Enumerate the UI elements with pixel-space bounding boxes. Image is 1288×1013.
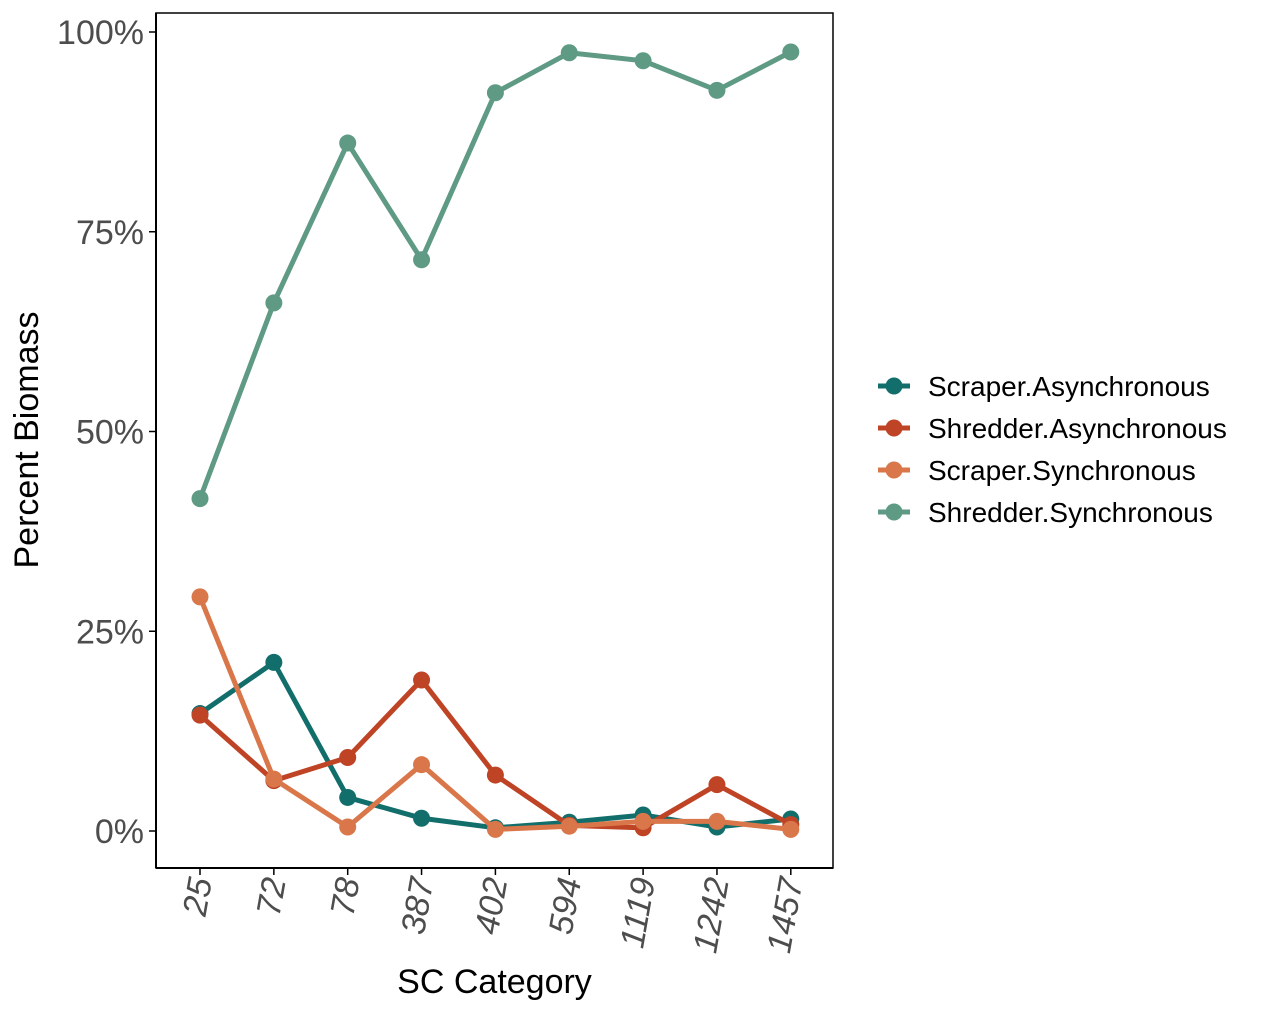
data-point xyxy=(634,52,652,70)
data-point xyxy=(191,490,209,508)
legend-item: Shredder.Asynchronous xyxy=(878,413,1227,444)
data-point xyxy=(560,817,578,835)
legend-key-point xyxy=(885,419,903,437)
legend-item: Scraper.Asynchronous xyxy=(878,371,1210,402)
data-point xyxy=(339,818,357,836)
data-point xyxy=(634,812,652,830)
data-point xyxy=(339,788,357,806)
y-tick-label: 0% xyxy=(95,813,144,851)
x-tick-label: 1119 xyxy=(613,875,663,951)
x-axis-title: SC Category xyxy=(397,963,592,1001)
data-point xyxy=(708,812,726,830)
legend-key-point xyxy=(885,377,903,395)
data-point xyxy=(413,251,431,269)
y-axis-title: Percent Biomass xyxy=(8,312,46,569)
x-tick-label: 1457 xyxy=(760,874,811,956)
data-point xyxy=(782,820,800,838)
x-tick-label: 78 xyxy=(324,875,368,919)
x-tick-label: 25 xyxy=(176,875,220,920)
data-point xyxy=(339,134,357,152)
data-point xyxy=(265,294,283,312)
data-point xyxy=(191,706,209,724)
data-point xyxy=(486,820,504,838)
y-tick-label: 75% xyxy=(76,214,144,252)
y-tick-label: 50% xyxy=(76,414,144,452)
legend-key-point xyxy=(885,503,903,521)
data-point xyxy=(708,81,726,99)
data-point xyxy=(486,766,504,784)
y-tick-label: 25% xyxy=(76,613,144,651)
plot-panel xyxy=(155,12,834,869)
legend-label: Shredder.Synchronous xyxy=(928,497,1213,528)
series-shredder-synchronous xyxy=(191,43,800,508)
data-point xyxy=(413,809,431,827)
legend-item: Shredder.Synchronous xyxy=(878,497,1213,528)
legend-label: Shredder.Asynchronous xyxy=(928,413,1227,444)
data-point xyxy=(413,671,431,689)
series-layer xyxy=(191,43,800,838)
data-point xyxy=(191,588,209,606)
x-tick-label: 387 xyxy=(394,874,441,938)
data-point xyxy=(265,653,283,671)
y-tick-label: 100% xyxy=(57,14,144,52)
data-point xyxy=(782,43,800,61)
x-axis: 25 72 78 387 402 594 1119 1242 1457 xyxy=(156,867,833,956)
x-tick-label: 594 xyxy=(542,875,589,937)
x-tick-label: 72 xyxy=(250,875,294,919)
data-point xyxy=(486,84,504,102)
legend: Scraper.Asynchronous Shredder.Asynchronou… xyxy=(878,371,1227,528)
data-point xyxy=(339,748,357,766)
y-axis: 0% 25% 50% 75% 100% xyxy=(57,13,157,868)
data-point xyxy=(265,770,283,788)
legend-label: Scraper.Synchronous xyxy=(928,455,1196,486)
data-point xyxy=(708,776,726,794)
data-point xyxy=(413,756,431,774)
legend-label: Scraper.Asynchronous xyxy=(928,371,1210,402)
data-point xyxy=(560,44,578,62)
x-tick-label: 1242 xyxy=(686,875,737,956)
legend-key-point xyxy=(885,461,903,479)
legend-item: Scraper.Synchronous xyxy=(878,455,1196,486)
x-tick-label: 402 xyxy=(468,875,515,938)
series-scraper-synchronous xyxy=(191,588,800,838)
